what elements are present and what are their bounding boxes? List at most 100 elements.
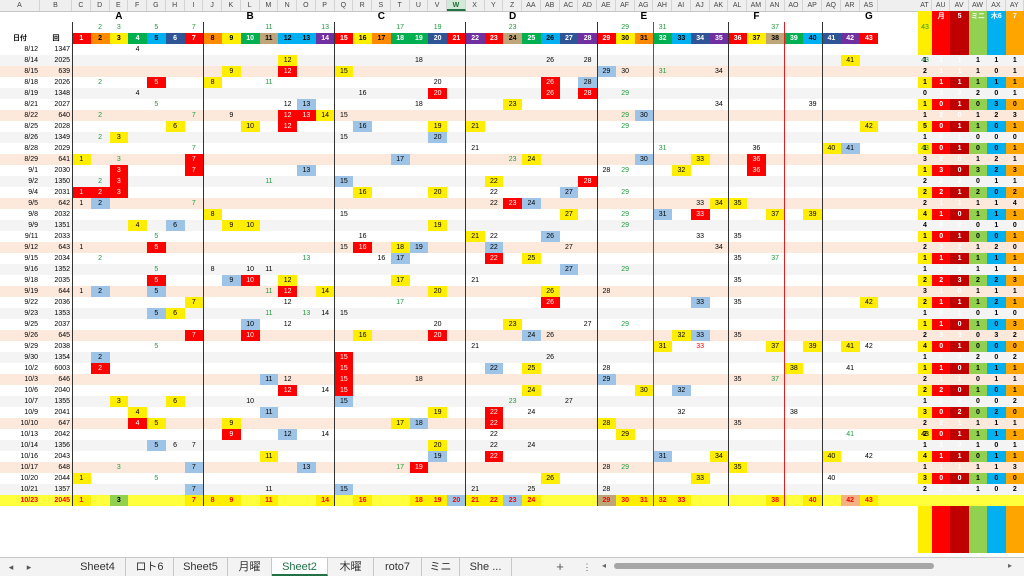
summary-count-cell[interactable]: 1: [1012, 145, 1017, 152]
summary-count-cell[interactable]: 0: [994, 68, 999, 75]
number-cell[interactable]: 28: [578, 176, 597, 187]
summary-count-cell[interactable]: 1: [976, 486, 980, 493]
summary-count-cell[interactable]: 1: [1012, 387, 1017, 394]
draw-row[interactable]: 8/12 1347 4: [0, 44, 1024, 55]
summary-count-cell[interactable]: 0: [976, 398, 980, 405]
number-cell[interactable]: 42: [864, 343, 873, 350]
summary-count-cell[interactable]: 3: [957, 277, 962, 284]
summary-count-cell[interactable]: 1: [923, 310, 927, 317]
number-cell[interactable]: 2: [98, 79, 103, 86]
summary-count-cell[interactable]: 1: [976, 200, 980, 207]
number-cell[interactable]: 17: [396, 464, 405, 471]
number-cell[interactable]: 18: [414, 57, 423, 64]
number-cell[interactable]: 30: [621, 68, 630, 75]
summary-count-cell[interactable]: 2: [957, 244, 962, 251]
number-cell[interactable]: 7: [184, 495, 204, 506]
summary-count-cell[interactable]: 0: [994, 90, 999, 97]
draw-date[interactable]: 9/5: [28, 200, 38, 207]
summary-count-cell[interactable]: 3: [1012, 167, 1017, 174]
draw-round[interactable]: 2031: [54, 189, 70, 196]
draw-round[interactable]: 2038: [54, 343, 70, 350]
summary-count-cell[interactable]: 1: [976, 211, 980, 218]
summary-count-cell[interactable]: 1: [1012, 365, 1017, 372]
draw-round[interactable]: 2030: [54, 167, 70, 174]
summary-count-cell[interactable]: 0: [957, 288, 962, 295]
draw-date[interactable]: 9/30: [24, 354, 38, 361]
column-header-e[interactable]: E: [110, 0, 129, 11]
summary-count-cell[interactable]: 2: [923, 244, 927, 251]
summary-count-cell[interactable]: 3: [939, 167, 944, 174]
summary-count-cell[interactable]: 1: [939, 442, 944, 449]
summary-count-cell[interactable]: 1: [957, 68, 962, 75]
summary-count-cell[interactable]: 0: [994, 486, 999, 493]
number-cell[interactable]: 14: [321, 310, 330, 317]
summary-count-cell[interactable]: 1: [976, 365, 980, 372]
number-cell[interactable]: 22: [489, 442, 498, 449]
summary-count-cell[interactable]: 2: [1012, 354, 1017, 361]
draw-row[interactable]: 10/2 6003 2 15 22 25 28 38 41 1 1 0 1 1 1: [0, 363, 1024, 374]
draw-row[interactable]: 10/3 646 11 12 15 18 29 35 37 2 1 1 0 1 1: [0, 374, 1024, 385]
summary-count-cell[interactable]: 0: [994, 387, 999, 394]
summary-count-cell[interactable]: 2: [923, 200, 927, 207]
summary-count-cell[interactable]: 0: [939, 343, 944, 350]
number-cell[interactable]: 9: [222, 429, 241, 440]
number-cell[interactable]: 19: [428, 220, 447, 231]
column-header-f[interactable]: F: [128, 0, 147, 11]
summary-count-cell[interactable]: 1: [923, 134, 927, 141]
draw-date[interactable]: 10/9: [24, 409, 38, 416]
summary-count-cell[interactable]: 2: [957, 409, 962, 416]
number-cell[interactable]: 16: [353, 330, 372, 341]
number-cell[interactable]: 14: [321, 387, 330, 394]
summary-count-cell[interactable]: 1: [923, 354, 927, 361]
draw-row[interactable]: 9/8 2032 8 15 27 29 31 33 37 39 4 1 0 1 1 1: [0, 209, 1024, 220]
number-cell[interactable]: 3: [116, 464, 121, 471]
summary-count-cell[interactable]: 1: [957, 464, 962, 471]
number-cell[interactable]: 29: [597, 374, 616, 385]
number-cell[interactable]: 41: [840, 55, 860, 66]
number-cell[interactable]: 2: [98, 112, 103, 119]
draw-round[interactable]: 6003: [54, 365, 70, 372]
number-cell[interactable]: 14: [321, 431, 330, 438]
draw-row[interactable]: 10/21 1357 7 11 15 21 25 28 2 0 0 1 0 2: [0, 484, 1024, 495]
number-cell[interactable]: 31: [634, 495, 654, 506]
number-cell[interactable]: 12: [278, 286, 297, 297]
draw-date[interactable]: 10/13: [20, 431, 38, 438]
number-cell[interactable]: 5: [154, 343, 159, 350]
number-cell[interactable]: 15: [339, 134, 348, 141]
draw-round[interactable]: 2037: [54, 321, 70, 328]
number-cell[interactable]: 16: [358, 233, 367, 240]
draw-row[interactable]: 10/20 2044 1 5 26 33 40 3 0 0 1 0 0: [0, 473, 1024, 484]
draw-date[interactable]: 10/10: [20, 420, 38, 427]
summary-count-cell[interactable]: 0: [976, 376, 980, 383]
draw-date[interactable]: 10/14: [20, 442, 38, 449]
number-cell[interactable]: 41: [840, 341, 860, 352]
summary-count-cell[interactable]: 1: [994, 79, 999, 86]
number-cell[interactable]: 25: [527, 486, 536, 493]
draw-row[interactable]: 9/4 2031 1 2 3 16 20 22 27 29 2 2 1 2 0 2: [0, 187, 1024, 198]
number-cell[interactable]: 21: [465, 121, 485, 132]
number-cell[interactable]: 15: [339, 112, 348, 119]
draw-row[interactable]: 8/14 2025 12 18 26 28 41 43 1 1 1 1 1 1: [0, 55, 1024, 66]
number-cell[interactable]: 20: [447, 495, 466, 506]
summary-count-cell[interactable]: 0: [939, 475, 944, 482]
number-cell[interactable]: 35: [728, 198, 747, 209]
summary-count-cell[interactable]: 0: [939, 145, 944, 152]
number-cell[interactable]: 5: [154, 233, 159, 240]
column-header-p[interactable]: P: [316, 0, 335, 11]
number-cell[interactable]: 27: [583, 321, 592, 328]
summary-count-cell[interactable]: 3: [923, 475, 927, 482]
number-cell[interactable]: 10: [240, 275, 260, 286]
number-cell[interactable]: 29: [621, 321, 630, 328]
summary-count-cell[interactable]: 1: [957, 189, 962, 196]
summary-count-cell[interactable]: 1: [957, 453, 962, 460]
number-cell[interactable]: 24: [527, 442, 536, 449]
number-cell[interactable]: 11: [259, 495, 279, 506]
number-header-cell[interactable]: 24: [503, 33, 522, 44]
number-header-cell[interactable]: 42: [840, 33, 860, 44]
draw-row[interactable]: 8/26 1349 2 3 15 20 1 0 1 0 0 0: [0, 132, 1024, 143]
number-cell[interactable]: 1: [72, 473, 91, 484]
summary-count-cell[interactable]: 0: [957, 211, 962, 218]
number-header-cell[interactable]: 7: [184, 33, 204, 44]
summary-count-cell[interactable]: 0: [994, 134, 999, 141]
draw-round[interactable]: 646: [58, 376, 70, 383]
